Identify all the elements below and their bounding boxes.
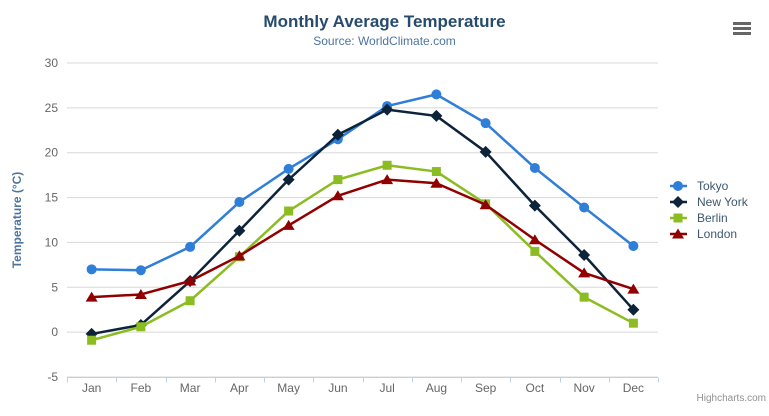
data-point[interactable] — [578, 248, 591, 261]
legend-marker-icon — [670, 181, 687, 191]
data-point[interactable] — [628, 318, 638, 328]
legend-marker-icon — [670, 213, 687, 223]
data-point[interactable] — [282, 173, 295, 186]
data-point[interactable] — [282, 219, 295, 230]
x-axis-label: Nov — [573, 381, 594, 395]
data-point[interactable] — [333, 175, 343, 185]
data-point[interactable] — [134, 288, 147, 299]
data-point[interactable] — [430, 177, 443, 188]
context-menu-button[interactable] — [731, 16, 755, 40]
data-point[interactable] — [331, 128, 344, 141]
y-axis-label: 10 — [45, 235, 59, 249]
data-point[interactable] — [479, 145, 492, 158]
data-point[interactable] — [233, 250, 246, 261]
series-line[interactable] — [91, 93, 635, 272]
data-point[interactable] — [381, 174, 394, 185]
data-point[interactable] — [528, 234, 541, 245]
data-point[interactable] — [479, 199, 492, 210]
legend-label: Tokyo — [697, 179, 729, 193]
data-point[interactable] — [528, 199, 541, 212]
legend-marker-icon — [670, 196, 687, 208]
chart-title: Monthly Average Temperature — [263, 12, 506, 31]
legend-marker[interactable] — [672, 196, 684, 208]
legend-label: Berlin — [697, 211, 728, 225]
data-point[interactable] — [234, 197, 245, 208]
x-axis-label: Apr — [230, 381, 249, 395]
data-point[interactable] — [136, 322, 146, 332]
data-point[interactable] — [628, 241, 639, 252]
legend-label: New York — [697, 195, 748, 209]
x-axis-label: Mar — [180, 381, 201, 395]
x-axis-label: Jun — [328, 381, 347, 395]
legend-marker-icon — [670, 228, 687, 239]
y-axis-label: 15 — [45, 191, 59, 205]
y-axis-label: 20 — [45, 146, 59, 160]
x-axis-label: Dec — [623, 381, 644, 395]
series-line[interactable] — [91, 108, 635, 336]
data-point[interactable] — [431, 89, 442, 100]
legend-marker[interactable] — [672, 228, 684, 239]
x-axis-label: Sep — [475, 381, 497, 395]
chart-subtitle: Source: WorldClimate.com — [313, 34, 456, 48]
y-axis-label: 5 — [51, 280, 58, 294]
x-axis-label: Aug — [426, 381, 447, 395]
data-point[interactable] — [579, 202, 590, 213]
data-point[interactable] — [184, 275, 197, 286]
hamburger-icon — [733, 31, 751, 35]
data-point[interactable] — [530, 246, 540, 256]
y-axis-label: -5 — [47, 370, 58, 384]
x-axis-label: May — [277, 381, 300, 395]
series-tokyo[interactable] — [86, 89, 639, 276]
y-axis-title: Temperature (°C) — [10, 171, 24, 269]
series-london[interactable] — [85, 174, 640, 302]
data-point[interactable] — [185, 241, 196, 252]
data-point[interactable] — [135, 265, 146, 276]
data-point[interactable] — [431, 167, 441, 177]
legend-item-tokyo[interactable]: Tokyo — [670, 178, 748, 194]
data-point[interactable] — [382, 160, 392, 170]
y-axis-label: 25 — [45, 101, 59, 115]
y-axis-label: 0 — [51, 325, 58, 339]
legend-label: London — [697, 227, 738, 241]
series-line[interactable] — [91, 164, 634, 342]
y-axis-label: 30 — [45, 56, 59, 70]
series-new-york[interactable] — [85, 103, 640, 340]
data-point[interactable] — [627, 303, 640, 316]
data-point[interactable] — [529, 162, 540, 173]
data-point[interactable] — [579, 292, 589, 302]
x-axis-label: Oct — [526, 381, 545, 395]
credits-link[interactable]: Highcharts.com — [696, 393, 766, 404]
data-point[interactable] — [627, 283, 640, 294]
legend-item-new-york[interactable]: New York — [670, 194, 748, 210]
data-point[interactable] — [233, 224, 246, 237]
data-point[interactable] — [430, 109, 443, 122]
data-point[interactable] — [85, 291, 98, 302]
x-axis-label: Jan — [82, 381, 101, 395]
legend-item-london[interactable]: London — [670, 226, 748, 242]
hamburger-icon — [733, 26, 751, 30]
hamburger-icon — [733, 21, 751, 25]
legend-marker[interactable] — [673, 213, 683, 223]
data-point[interactable] — [86, 264, 97, 275]
data-point[interactable] — [331, 190, 344, 201]
data-point[interactable] — [480, 118, 491, 129]
data-point[interactable] — [381, 103, 394, 116]
x-axis-label: Jul — [379, 381, 394, 395]
data-point[interactable] — [284, 206, 294, 216]
data-point[interactable] — [578, 267, 591, 278]
x-axis-label: Feb — [131, 381, 152, 395]
data-point[interactable] — [283, 163, 294, 174]
legend: Tokyo New York Berlin London — [670, 178, 748, 242]
data-point[interactable] — [185, 296, 195, 306]
series-line[interactable] — [91, 178, 634, 299]
legend-marker[interactable] — [673, 181, 683, 191]
data-point[interactable] — [87, 335, 97, 345]
legend-item-berlin[interactable]: Berlin — [670, 210, 748, 226]
